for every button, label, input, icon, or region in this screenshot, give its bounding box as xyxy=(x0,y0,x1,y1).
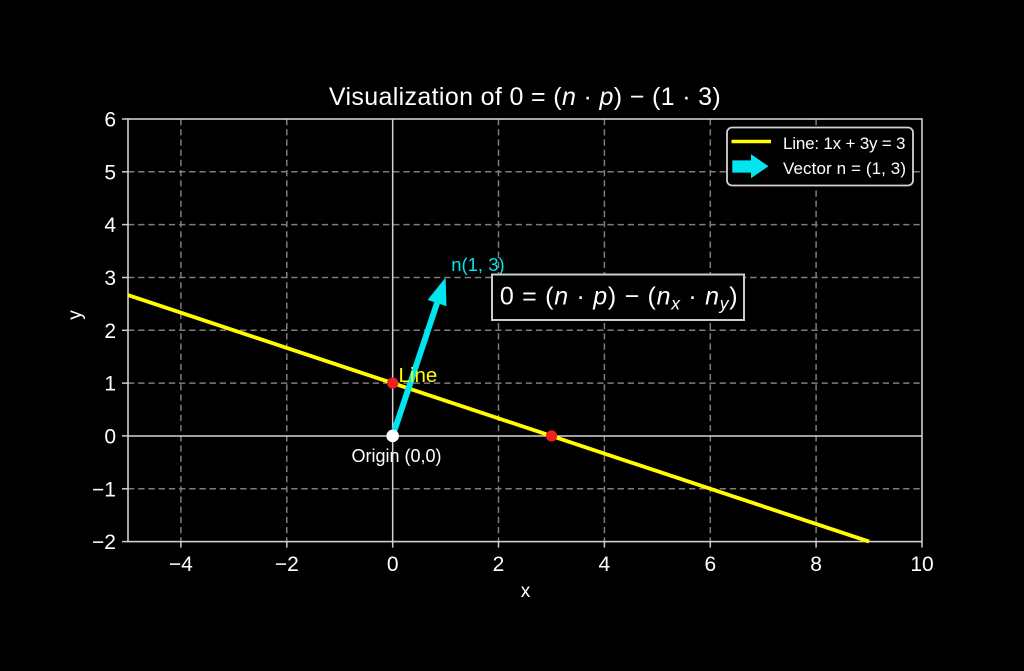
svg-text:2: 2 xyxy=(104,320,116,343)
svg-text:2: 2 xyxy=(493,553,505,576)
svg-text:y: y xyxy=(65,310,86,320)
svg-text:−2: −2 xyxy=(92,531,116,554)
svg-text:4: 4 xyxy=(599,553,611,576)
svg-text:0 = (n · p) − (nx · ny): 0 = (n · p) − (nx · ny) xyxy=(500,283,738,314)
svg-text:6: 6 xyxy=(104,109,116,132)
svg-text:Line: Line xyxy=(399,364,438,387)
svg-text:Vector n = (1, 3): Vector n = (1, 3) xyxy=(783,159,906,178)
svg-text:x: x xyxy=(521,581,531,602)
svg-text:0: 0 xyxy=(104,426,116,449)
svg-text:4: 4 xyxy=(104,214,116,237)
svg-text:3: 3 xyxy=(104,267,116,290)
svg-text:−4: −4 xyxy=(169,553,193,576)
svg-text:Origin (0,0): Origin (0,0) xyxy=(351,446,441,466)
svg-text:−2: −2 xyxy=(275,553,299,576)
svg-text:8: 8 xyxy=(810,553,822,576)
svg-text:10: 10 xyxy=(910,553,933,576)
svg-text:5: 5 xyxy=(104,161,116,184)
svg-text:Line: 1x + 3y = 3: Line: 1x + 3y = 3 xyxy=(783,134,905,153)
svg-text:Visualization of 0 = (n · p) −: Visualization of 0 = (n · p) − (1 · 3) xyxy=(329,83,721,111)
svg-text:6: 6 xyxy=(704,553,716,576)
svg-text:0: 0 xyxy=(387,553,399,576)
svg-text:1: 1 xyxy=(104,373,116,396)
svg-text:−1: −1 xyxy=(92,478,116,501)
svg-text:n(1, 3): n(1, 3) xyxy=(451,254,504,275)
